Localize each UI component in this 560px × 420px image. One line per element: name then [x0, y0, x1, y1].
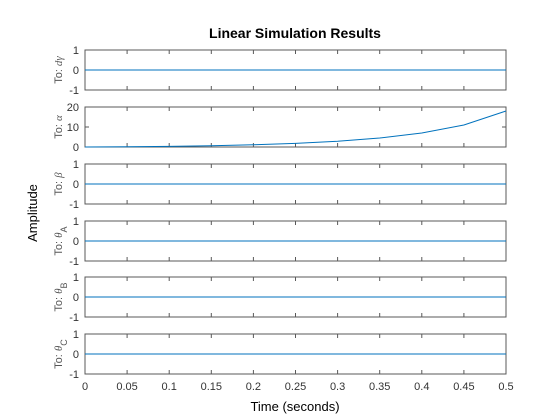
y-tick-label: -1 [69, 85, 79, 97]
x-tick-label: 0.05 [116, 381, 137, 393]
panel-6: 1 0 -1To: θC [53, 329, 507, 381]
x-tick-label: 0.35 [369, 381, 390, 393]
panel-3: 1 0 -1 To: β [53, 159, 507, 211]
x-tick-label: 0.2 [246, 381, 261, 393]
output-label: To: dγ [53, 56, 65, 84]
y-tick-label: 0 [73, 349, 79, 361]
panel-2: 20 10 0 To: α [53, 102, 507, 154]
x-tick-label: 0.3 [330, 381, 345, 393]
y-tick-label: 0 [73, 65, 79, 77]
y-axis-label: Amplitude [25, 184, 40, 242]
y-tick-label: -1 [69, 199, 79, 211]
y-tick-label: 0 [73, 179, 79, 191]
y-tick-label: 1 [73, 45, 79, 57]
x-tick-label: 0.15 [201, 381, 222, 393]
output-label: To: θB [53, 282, 69, 311]
y-tick-label: 1 [73, 272, 79, 284]
x-tick-label: 0 [82, 381, 88, 393]
y-tick-label: -1 [69, 256, 79, 268]
output-label: To: θC [53, 339, 69, 369]
y-tick-label: 0 [73, 236, 79, 248]
y-tick-label: 0 [73, 142, 79, 154]
y-tick-label: 1 [73, 216, 79, 228]
x-tick-label: 0.45 [453, 381, 474, 393]
y-tick-label: 1 [73, 159, 79, 171]
x-tick-label: 0.4 [414, 381, 429, 393]
y-tick-label: -1 [69, 312, 79, 324]
output-label: To: β [53, 172, 65, 196]
y-tick-label: 0 [73, 292, 79, 304]
panel-1: 1 0 -1 To: dγ [53, 45, 507, 97]
chart-title: Linear Simulation Results [209, 25, 381, 41]
y-tick-label: 1 [73, 329, 79, 341]
y-tick-label: 20 [67, 102, 79, 114]
x-axis-label: Time (seconds) [250, 399, 339, 414]
axes-box [84, 106, 507, 148]
x-tick-label: 0.1 [162, 381, 177, 393]
x-tick-label: 0.5 [498, 381, 513, 393]
x-tick-label: 0.25 [285, 381, 306, 393]
x-axis-ticks: 0 0.05 0.1 0.15 0.2 0.25 0.3 0.35 0.4 0.45 0.5 [82, 381, 514, 393]
output-label: To: θA [53, 226, 69, 255]
output-label: To: α [53, 115, 65, 139]
series-line [84, 110, 507, 148]
panel-4: 1 0 -1To: θA [53, 216, 507, 268]
y-tick-label: 10 [67, 122, 79, 134]
panel-5: 1 0 -1To: θB [53, 272, 507, 324]
y-tick-label: -1 [69, 369, 79, 381]
